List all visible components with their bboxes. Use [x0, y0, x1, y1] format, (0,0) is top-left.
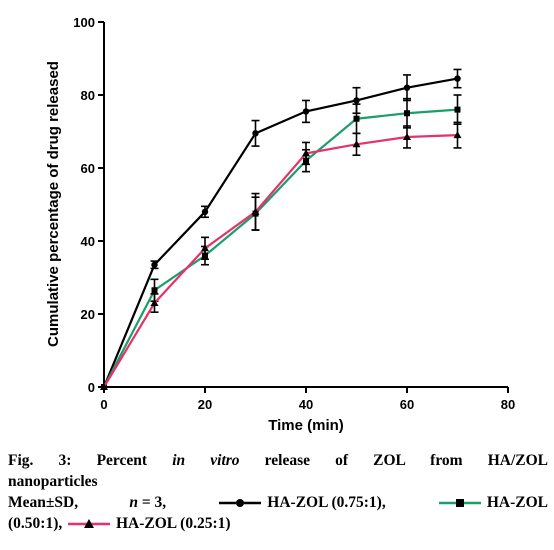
- legend-symbol-circle-icon: [219, 499, 262, 508]
- data-point: [252, 130, 259, 137]
- data-point: [403, 132, 411, 140]
- legend-label-3: HA-ZOL (0.25:1): [116, 515, 231, 532]
- data-point: [403, 84, 411, 91]
- caption-line-3: Mean±SD, n = 3, HA-ZOL (0.75:1), HA-ZOL: [8, 492, 548, 513]
- legend-label-1: HA-ZOL (0.75:1),: [267, 494, 386, 511]
- legend-label-2b: (0.50:1),: [8, 515, 63, 532]
- data-point: [151, 261, 158, 268]
- legend-symbol-triangle-icon: [68, 519, 111, 529]
- stats-prefix: Mean±SD,: [8, 494, 79, 511]
- y-tick-label: 20: [81, 307, 95, 322]
- series-3: [100, 121, 462, 390]
- y-tick-label: 40: [81, 234, 95, 249]
- data-point: [453, 131, 462, 139]
- data-point: [352, 140, 361, 148]
- series-layer: [100, 68, 462, 391]
- data-point: [201, 208, 209, 215]
- caption-line-4: (0.50:1), HA-ZOL (0.25:1): [8, 513, 548, 534]
- legend-symbol-square-icon: [438, 499, 481, 508]
- data-point: [404, 110, 410, 117]
- caption-rest: release of ZOL from HA/ZOL: [264, 452, 549, 469]
- data-point: [201, 244, 209, 252]
- caption-italic: in vitro: [172, 452, 240, 469]
- x-tick-label: 80: [501, 397, 515, 412]
- data-point: [353, 115, 360, 122]
- series-1: [100, 68, 462, 391]
- figure-caption: Fig. 3: Percent in vitro release of ZOL …: [8, 450, 548, 534]
- data-point: [150, 299, 159, 307]
- series-line: [102, 77, 458, 388]
- caption-fig-label: Fig. 3: Percent: [8, 452, 148, 469]
- n-label: n: [129, 494, 138, 511]
- data-point: [151, 287, 158, 294]
- x-tick-label: 0: [100, 397, 107, 412]
- y-tick-label: 60: [81, 161, 95, 176]
- data-point: [100, 383, 108, 390]
- release-chart: 0 20 40 60 80 0 20 40 60 80 100 Time (min) Cumulat…: [45, 15, 515, 434]
- y-tick-label: 100: [73, 15, 95, 30]
- data-point: [454, 106, 461, 113]
- y-tick-label: 0: [88, 380, 95, 395]
- x-tick-label: 20: [198, 397, 212, 412]
- data-point: [302, 149, 310, 157]
- data-point: [251, 207, 260, 215]
- series-line: [103, 108, 458, 388]
- x-tick-label: 40: [299, 397, 313, 412]
- x-tick-label: 60: [400, 397, 414, 412]
- data-point: [302, 108, 310, 115]
- legend-label-2a: HA-ZOL: [486, 494, 548, 511]
- y-axis-label: Cumulative percentage of drug released: [45, 61, 62, 347]
- caption-line-2: nanoparticles: [8, 471, 548, 492]
- y-tick-label: 80: [81, 88, 95, 103]
- caption-line2-text: nanoparticles: [8, 473, 98, 490]
- n-value: = 3,: [141, 494, 167, 511]
- series-line: [103, 134, 458, 388]
- x-axis-label: Time (min): [268, 417, 344, 434]
- data-point: [353, 97, 360, 104]
- axes: 0 20 40 60 80 0 20 40 60 80 100: [73, 15, 515, 412]
- caption-line-1: Fig. 3: Percent in vitro release of ZOL …: [8, 450, 548, 471]
- data-point: [454, 75, 461, 82]
